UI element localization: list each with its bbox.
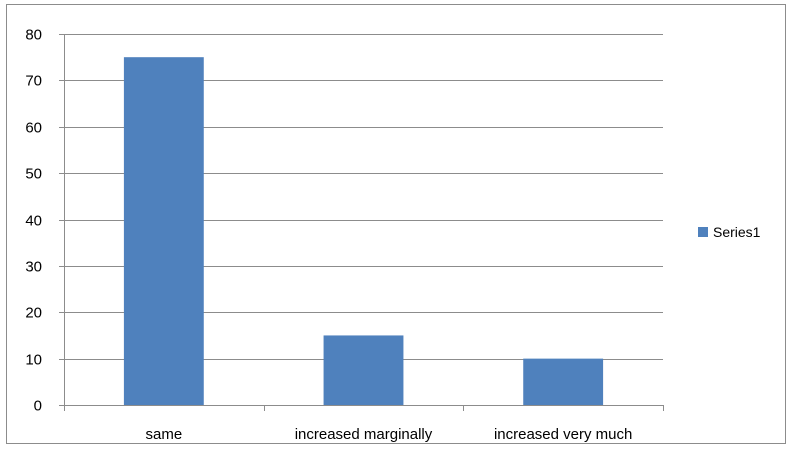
y-tick-label-30: 30 xyxy=(25,259,42,276)
bar-increased-very-much xyxy=(523,358,604,405)
y-tick-label-70: 70 xyxy=(25,73,42,90)
x-category-label-2: increased very much xyxy=(494,426,632,443)
y-tick-label-20: 20 xyxy=(25,305,42,322)
y-tick-labels: 0 10 20 30 40 50 60 70 80 xyxy=(25,27,42,415)
y-tick-label-0: 0 xyxy=(34,398,42,415)
x-category-label-1: increased marginally xyxy=(295,426,433,443)
y-tick-label-50: 50 xyxy=(25,166,42,183)
y-tick-label-40: 40 xyxy=(25,213,42,230)
x-category-label-0: same xyxy=(145,426,182,443)
bars xyxy=(123,57,604,405)
bar-same xyxy=(123,57,204,405)
y-tick-label-10: 10 xyxy=(25,352,42,369)
axes xyxy=(64,34,664,411)
legend-label-series1: Series1 xyxy=(713,224,761,240)
legend-swatch-series1 xyxy=(698,227,708,237)
legend: Series1 xyxy=(698,224,761,240)
y-tick-label-80: 80 xyxy=(25,27,42,44)
y-tick-label-60: 60 xyxy=(25,120,42,137)
x-category-labels: same increased marginally increased very m… xyxy=(145,426,632,443)
bar-increased-marginally xyxy=(323,335,404,405)
